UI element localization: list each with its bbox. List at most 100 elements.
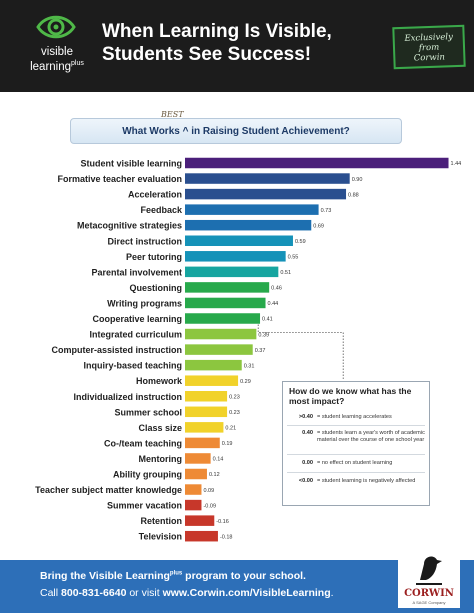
value-label: 0.59 [295,239,306,245]
bar [185,453,211,464]
impact-legend-title: How do we know what has the most impact? [289,386,412,406]
category-label: Summer vacation [107,501,182,511]
category-label: Co-/team teaching [104,438,182,448]
value-label: 0.37 [255,348,266,354]
bar [185,328,257,340]
category-label: Mentoring [139,454,183,464]
logo-wordmark: visible learningplus [20,46,94,73]
bar [185,530,218,542]
impact-divider [287,454,425,455]
bar [185,499,202,511]
value-label: 0.39 [258,332,269,338]
category-label: Ability grouping [113,470,182,480]
exclusive-badge: Exclusively from Corwin [392,24,466,70]
effect-size-bar-chart: Student visible learning 1.44 Formative te… [35,157,462,542]
logo-line1: visible [41,46,73,58]
category-label: Computer-assisted instruction [51,345,182,355]
value-label: 0.23 [229,410,240,416]
bar [185,297,266,309]
raven-icon [416,556,442,585]
category-label: Television [139,532,182,542]
impact-text: = student learning is negatively affecte… [317,478,416,484]
value-label: -0.09 [203,503,216,509]
value-label: 0.23 [229,394,240,400]
banner-insert-word: BEST [161,110,184,119]
logo-line2: learning [30,60,72,73]
chart-title-banner: What Works ^ in Raising Student Achievem… [70,118,402,144]
bar [185,375,239,386]
value-label: -0.16 [216,519,229,525]
category-label: Acceleration [128,190,182,200]
headline-line2: Students See Success! [102,44,312,65]
category-label: Inquiry-based teaching [83,361,182,371]
bar [185,235,293,246]
footer-period: . [330,587,334,599]
value-label: 0.46 [271,286,282,292]
page-title: When Learning Is Visible, Students See S… [102,20,382,66]
value-label: 0.51 [280,270,291,276]
website-link[interactable]: www.Corwin.com/VisibleLearning [162,587,331,599]
category-label: Retention [141,516,183,526]
category-label: Formative teacher evaluation [57,174,182,184]
bar [185,173,350,184]
category-label: Questioning [130,283,183,293]
value-label: -0.18 [220,534,233,540]
bar [185,468,207,480]
bar [185,344,253,355]
value-label: 0.31 [244,363,255,369]
footer: Bring the Visible Learningplus program t… [0,560,474,613]
footer-promo-sup: plus [169,570,183,577]
category-label: Feedback [140,205,183,215]
bar [185,422,224,433]
impact-text: = students learn a year's worth of acade… [317,430,425,443]
value-label: 1.44 [451,161,462,167]
impact-value: 0.40 [302,430,313,436]
footer-promo-pre: Bring the Visible Learning [40,570,170,582]
value-label: 0.90 [352,177,363,183]
category-label: Teacher subject matter knowledge [35,485,182,495]
value-label: 0.19 [222,441,233,447]
phone-number: 800-831-6640 [61,587,127,599]
value-label: 0.69 [313,223,324,229]
category-label: Individualized instruction [73,392,182,402]
logo-plus: plus [71,60,84,67]
impact-value: <0.00 [298,478,313,484]
value-label: 0.55 [288,255,299,261]
bar [185,359,242,371]
bar [185,188,347,200]
footer-promo: Bring the Visible Learningplus program t… [40,570,306,582]
impact-divider [287,472,425,473]
category-label: Summer school [114,407,182,417]
bar [185,391,228,402]
footer-visit-label: or visit [126,587,163,599]
value-label: 0.44 [268,301,279,307]
footer-contact: Call 800-831-6640 or visit www.Corwin.co… [40,587,334,599]
category-label: Student visible learning [80,159,182,169]
headline-line1: When Learning Is Visible, [102,21,332,42]
value-label: 0.21 [225,426,236,432]
impact-legend-box: How do we know what has the most impact?… [282,381,430,506]
value-label: 0.09 [203,488,214,494]
impact-divider [287,425,425,426]
chart-title: What Works ^ in Raising Student Achievem… [122,126,350,137]
category-label: Direct instruction [107,236,182,246]
bar [185,282,270,293]
value-label: 0.88 [348,192,359,198]
eye-logo-icon [36,15,76,39]
impact-value: 0.00 [302,460,313,466]
bar [185,204,319,215]
threshold-callout-line [257,324,344,381]
impact-value: >0.40 [298,414,313,420]
bar [185,406,228,418]
category-label: Class size [138,423,182,433]
corwin-wordmark: CORWIN [404,588,454,599]
bar [185,515,215,526]
impact-text: = no effect on student learning [317,460,393,466]
category-label: Cooperative learning [92,314,182,324]
bar [185,266,279,278]
bar [185,484,202,495]
category-label: Peer tutoring [126,252,182,262]
bar [185,251,286,262]
corwin-tagline: A SAGE Company [412,600,446,605]
impact-text: = student learning accelerates [317,414,392,420]
